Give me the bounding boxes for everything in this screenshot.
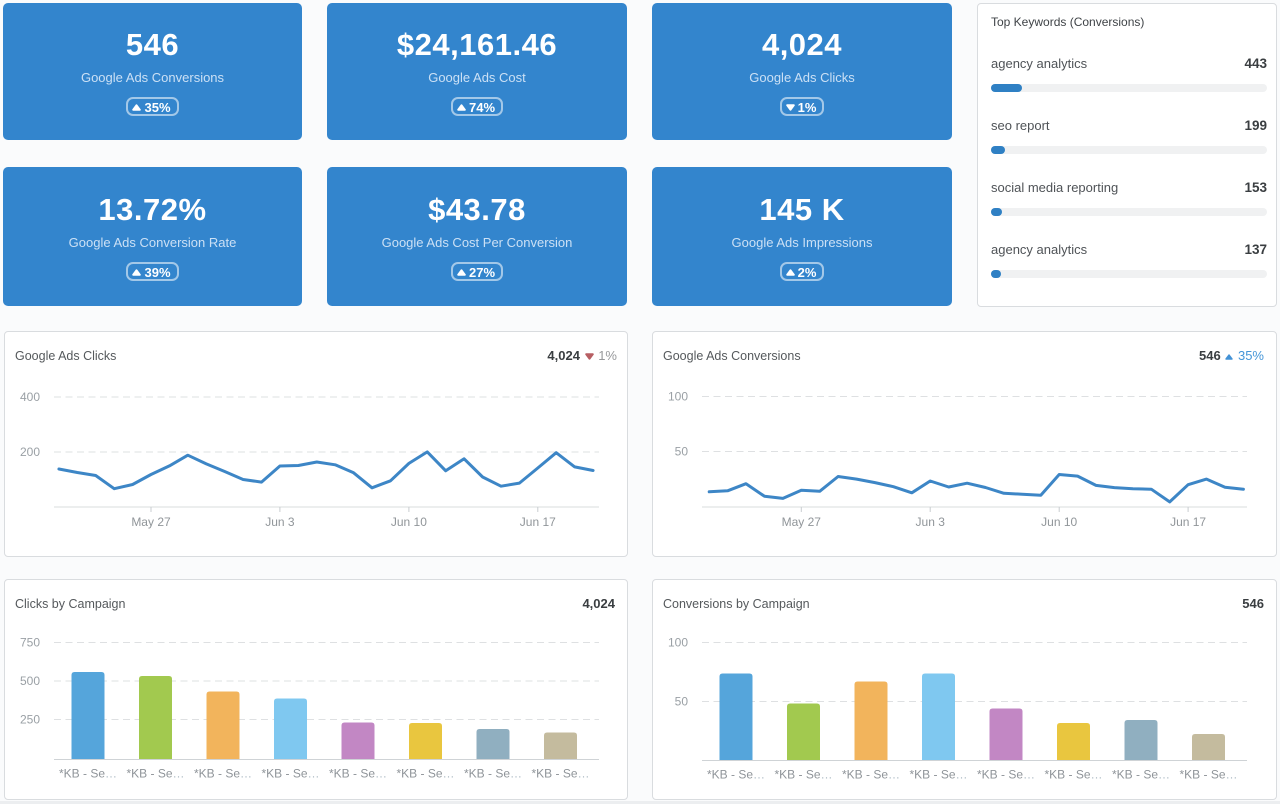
svg-text:50: 50 [675, 445, 689, 459]
svg-text:Jun 3: Jun 3 [916, 515, 946, 529]
svg-text:*KB - Se…: *KB - Se… [977, 768, 1035, 782]
svg-text:Jun 10: Jun 10 [1041, 515, 1077, 529]
svg-text:*KB - Se…: *KB - Se… [842, 768, 900, 782]
svg-text:Jun 10: Jun 10 [391, 515, 427, 529]
svg-text:*KB - Se…: *KB - Se… [329, 767, 387, 781]
svg-text:750: 750 [20, 636, 40, 650]
svg-text:*KB - Se…: *KB - Se… [1179, 768, 1237, 782]
svg-text:500: 500 [20, 674, 40, 688]
svg-text:100: 100 [668, 390, 688, 404]
svg-text:*KB - Se…: *KB - Se… [1044, 768, 1102, 782]
svg-text:Jun 3: Jun 3 [265, 515, 295, 529]
svg-text:200: 200 [20, 445, 40, 459]
svg-text:400: 400 [20, 390, 40, 404]
svg-text:*KB - Se…: *KB - Se… [1112, 768, 1170, 782]
svg-text:250: 250 [20, 713, 40, 727]
svg-text:Jun 17: Jun 17 [520, 515, 556, 529]
svg-text:Jun 17: Jun 17 [1170, 515, 1206, 529]
svg-text:50: 50 [675, 695, 689, 709]
svg-text:*KB - Se…: *KB - Se… [531, 767, 589, 781]
svg-text:*KB - Se…: *KB - Se… [707, 768, 765, 782]
svg-text:May 27: May 27 [131, 515, 171, 529]
svg-text:*KB - Se…: *KB - Se… [464, 767, 522, 781]
svg-text:*KB - Se…: *KB - Se… [59, 767, 117, 781]
svg-text:*KB - Se…: *KB - Se… [396, 767, 454, 781]
svg-text:*KB - Se…: *KB - Se… [774, 768, 832, 782]
svg-text:100: 100 [668, 636, 688, 650]
svg-text:May 27: May 27 [782, 515, 822, 529]
svg-text:*KB - Se…: *KB - Se… [126, 767, 184, 781]
svg-text:*KB - Se…: *KB - Se… [194, 767, 252, 781]
svg-text:*KB - Se…: *KB - Se… [261, 767, 319, 781]
svg-text:*KB - Se…: *KB - Se… [909, 768, 967, 782]
